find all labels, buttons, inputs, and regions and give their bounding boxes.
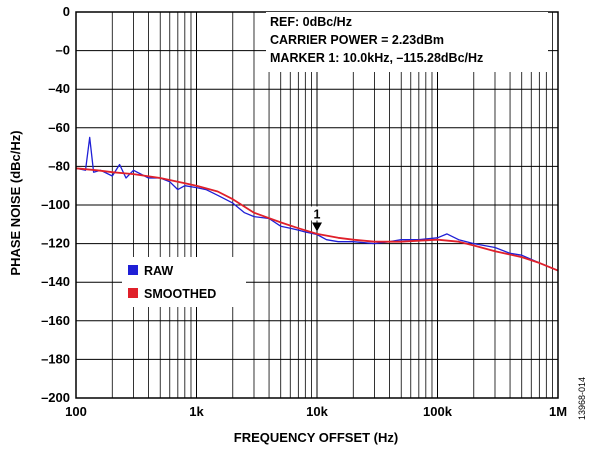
x-tick-label: 100k [423, 404, 453, 419]
x-tick-label: 1M [549, 404, 567, 419]
series-layer [75, 136, 559, 272]
marker-triangle-icon [312, 222, 322, 232]
y-tick-label: –160 [41, 313, 70, 328]
legend-label-raw: RAW [144, 264, 173, 278]
x-tick-labels: 100 1k 10k 100k 1M [65, 404, 567, 419]
marker-label: 1 [314, 207, 321, 221]
y-tick-label: 0 [63, 4, 70, 19]
x-tick-label: 1k [189, 404, 204, 419]
annotation-marker: MARKER 1: 10.0kHz, –115.28dBc/Hz [270, 51, 483, 65]
y-tick-label: –80 [48, 158, 70, 173]
x-tick-label: 100 [65, 404, 87, 419]
legend-label-smoothed: SMOOTHED [144, 287, 216, 301]
y-tick-labels: 0 –0 –40 –60 –80 –100 –120 –140 –160 –180 –200 [41, 4, 70, 405]
annotation-box [266, 12, 548, 72]
annotation-ref: REF: 0dBc/Hz [270, 15, 352, 29]
y-tick-label: –0 [56, 43, 70, 58]
y-tick-label: –120 [41, 236, 70, 251]
series-line-raw [75, 136, 559, 272]
y-tick-label: –60 [48, 120, 70, 135]
marker-label-bg [311, 206, 323, 221]
y-tick-label: –200 [41, 390, 70, 405]
y-tick-label: –100 [41, 197, 70, 212]
y-axis-title: PHASE NOISE (dBc/Hz) [8, 130, 23, 275]
x-tick-label: 10k [306, 404, 328, 419]
x-axis-title: FREQUENCY OFFSET (Hz) [234, 430, 398, 445]
figure-id: 13968-014 [577, 377, 587, 420]
annotation-carrier-power: CARRIER POWER = 2.23dBm [270, 33, 444, 47]
marker-1: 1 [311, 206, 323, 232]
legend-box [122, 257, 246, 307]
legend-swatch-smoothed [128, 288, 138, 298]
y-tick-label: –140 [41, 274, 70, 289]
y-tick-label: –40 [48, 81, 70, 96]
series-line-smoothed [75, 167, 559, 272]
y-tick-label: –180 [41, 351, 70, 366]
legend-swatch-raw [128, 265, 138, 275]
